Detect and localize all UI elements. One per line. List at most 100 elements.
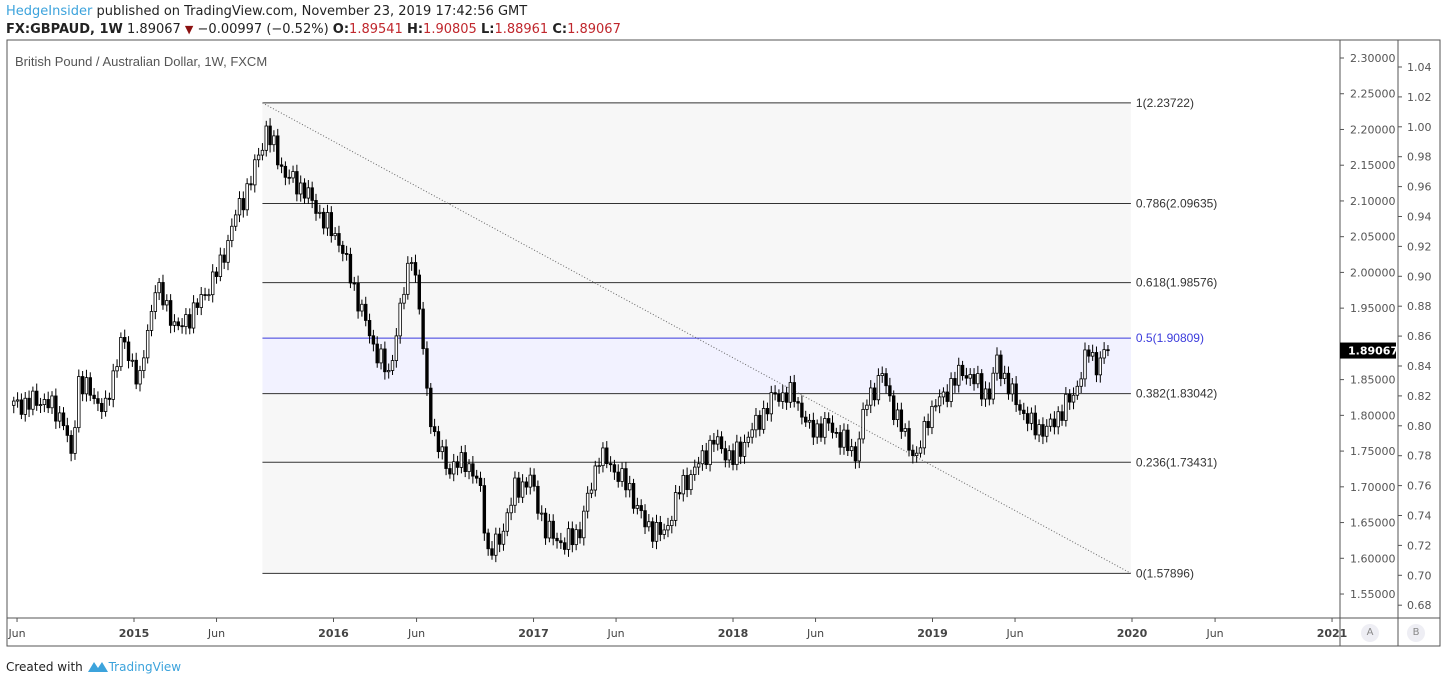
price-tick-label: 2.10000 (1350, 195, 1396, 208)
tradingview-link[interactable]: TradingView (108, 660, 182, 674)
candle-body (999, 354, 1003, 379)
candle-body (394, 335, 399, 361)
candle (719, 431, 724, 454)
candle (934, 399, 938, 412)
candle (211, 264, 215, 303)
down-arrow-icon: ▼ (184, 23, 194, 36)
time-tick-label: 2021 (1317, 627, 1348, 640)
candle (983, 381, 988, 407)
time-tick-label: 2017 (518, 627, 549, 640)
candle (953, 371, 957, 393)
candle-body (1102, 349, 1106, 359)
candle-body (165, 300, 169, 306)
candle-body (207, 294, 211, 297)
candle-body (761, 408, 766, 430)
candle-body (1106, 349, 1110, 352)
candle-body (119, 337, 123, 368)
candle (310, 181, 314, 209)
auto-scale-button[interactable]: A (1361, 624, 1379, 642)
candle-body (375, 343, 379, 364)
candle-body (765, 408, 770, 415)
candle-body (987, 388, 992, 400)
candle (398, 297, 402, 344)
candle (842, 423, 846, 455)
candle (379, 344, 383, 370)
high-label: H: (406, 22, 424, 37)
candle-body (631, 483, 636, 509)
candle (12, 396, 16, 414)
candle (1052, 411, 1057, 435)
fib-level-label: 0.236(1.73431) (1136, 455, 1217, 469)
candle-body (390, 360, 395, 371)
candle (444, 439, 448, 476)
candle-body (1079, 378, 1083, 387)
candle-body (111, 370, 115, 400)
candle-body (907, 428, 911, 451)
candle-body (895, 409, 900, 420)
secondary-tick-label: 0.70 (1407, 569, 1432, 582)
candle (50, 391, 54, 414)
candle (1098, 351, 1103, 383)
candle (781, 385, 785, 409)
candle-body (1002, 372, 1007, 379)
candle-body (1067, 393, 1072, 403)
candle-body (429, 387, 433, 428)
candle (888, 377, 892, 402)
secondary-tick-label: 0.84 (1407, 360, 1432, 373)
candle-body (983, 388, 988, 400)
candle-body (624, 468, 628, 491)
author-link[interactable]: HedgeInsider (6, 4, 93, 19)
candle (593, 460, 597, 497)
candle (57, 406, 62, 429)
candle (188, 308, 192, 335)
candle-body (555, 537, 559, 542)
candle (421, 301, 425, 355)
candle (429, 382, 433, 434)
candle (895, 402, 900, 428)
candle-body (926, 421, 930, 429)
candle (203, 287, 207, 301)
candle (497, 527, 502, 553)
candle-body (1041, 424, 1045, 437)
candle-body (352, 282, 356, 285)
fib-level-label: 0.382(1.83042) (1136, 387, 1217, 401)
candle (976, 365, 980, 389)
candle-body (471, 463, 475, 477)
candle-body (230, 225, 234, 241)
candle-body (318, 211, 322, 214)
candle-body (991, 372, 995, 400)
candle-body (540, 512, 544, 515)
candle-body (467, 463, 471, 473)
candle-body (482, 485, 487, 534)
candle (708, 435, 712, 472)
candle (264, 120, 268, 157)
candle (578, 521, 582, 544)
candle-body (203, 294, 207, 296)
candle (27, 390, 31, 418)
log-scale-button[interactable]: B (1407, 624, 1425, 642)
candle-body (436, 431, 441, 453)
candle-body (463, 452, 467, 473)
candle (922, 416, 927, 455)
candle (677, 485, 682, 500)
candle-body (647, 521, 651, 528)
candle (612, 459, 617, 480)
candle-body (509, 504, 513, 514)
high-value: 1.90805 (423, 22, 477, 37)
close-value: 1.89067 (567, 22, 621, 37)
candle (903, 423, 907, 437)
candle-body (1025, 413, 1030, 424)
candle-body (876, 375, 881, 401)
candle (100, 398, 104, 419)
candle (624, 461, 628, 498)
candle (911, 444, 915, 464)
candle (509, 497, 513, 521)
candle (314, 193, 318, 221)
candle (670, 515, 674, 534)
tradingview-logo-icon (87, 662, 108, 672)
candle-body (494, 533, 498, 556)
candle (268, 118, 272, 153)
time-tick-label: Jun (1005, 627, 1023, 640)
candle-body (172, 321, 177, 326)
